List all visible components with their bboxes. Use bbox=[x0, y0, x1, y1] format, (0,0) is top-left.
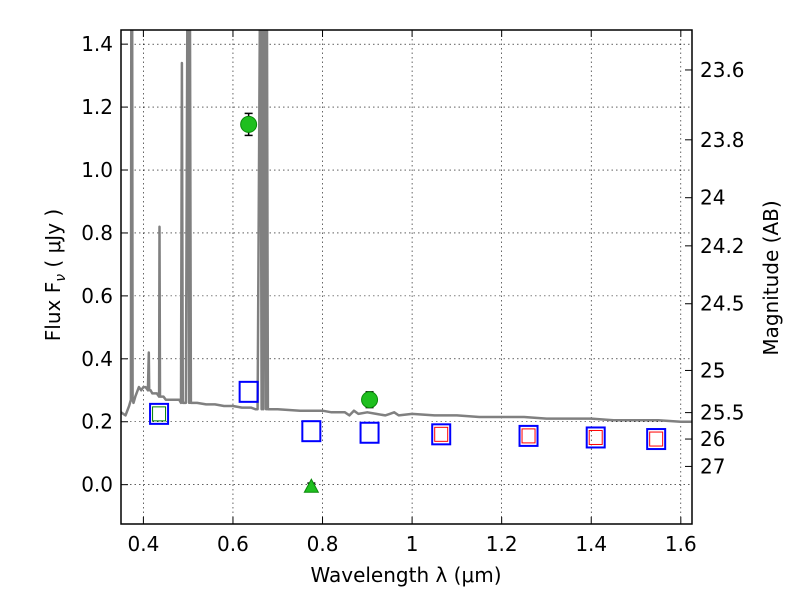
x-axis-label: Wavelength λ (μm) bbox=[310, 563, 501, 587]
y2-tick-label: 27 bbox=[700, 454, 725, 478]
model-point-outer bbox=[359, 421, 380, 444]
x-tick-label: 0.8 bbox=[307, 532, 339, 556]
y-tick-label: 1.0 bbox=[81, 158, 113, 182]
y2-tick-label: 24.5 bbox=[700, 292, 745, 316]
y2-tick-label: 23.8 bbox=[700, 128, 745, 152]
y-tick-label: 0.6 bbox=[81, 284, 113, 308]
y2-tick-label: 25.5 bbox=[700, 401, 745, 425]
y-tick-label: 0.8 bbox=[81, 221, 113, 245]
y-axis-label: Flux Fν ( μJy ) bbox=[41, 209, 69, 341]
ticks: 0.4 0.6 0.8 1 1.2 1.4 1.6 0.0 0.2 0.4 0.6 0.8 1.0 1.2… bbox=[81, 30, 745, 556]
x-tick-label: 1.6 bbox=[665, 532, 697, 556]
model-point-inner bbox=[521, 428, 536, 444]
model-point-outer bbox=[646, 428, 667, 451]
grid bbox=[121, 30, 692, 524]
plot-frame bbox=[120, 29, 693, 525]
model-point-inner bbox=[588, 429, 603, 445]
y-tick-label: 0.2 bbox=[81, 410, 113, 434]
x-tick-label: 0.4 bbox=[127, 532, 159, 556]
y-axis-label-units: ( μJy ) bbox=[41, 209, 65, 274]
model-point-outer bbox=[301, 420, 322, 443]
model-point-inner bbox=[649, 431, 664, 447]
observed-point bbox=[361, 391, 379, 409]
data-layer bbox=[121, 30, 692, 493]
x-tick-label: 1.2 bbox=[486, 532, 518, 556]
spectrum-line bbox=[121, 30, 692, 423]
y2-tick-label: 25 bbox=[700, 358, 725, 382]
y-tick-label: 0.0 bbox=[81, 473, 113, 497]
model-point-inner bbox=[434, 426, 449, 442]
y-axis-label-main: Flux F bbox=[41, 282, 65, 341]
upper-limit-point bbox=[303, 478, 320, 493]
observed-point bbox=[240, 115, 258, 133]
y2-tick-label: 26 bbox=[700, 427, 725, 451]
y-tick-label: 1.4 bbox=[81, 32, 113, 56]
series-group bbox=[121, 30, 692, 493]
y2-tick-label: 24.2 bbox=[700, 234, 745, 258]
model-point-outer bbox=[238, 380, 259, 403]
x-tick-label: 1.4 bbox=[575, 532, 607, 556]
model-point-outer bbox=[518, 424, 539, 447]
model-point-outer bbox=[431, 423, 452, 446]
x-tick-label: 1 bbox=[406, 532, 419, 556]
y2-tick-label: 24 bbox=[700, 186, 725, 210]
model-point-outer bbox=[149, 402, 170, 425]
y-tick-label: 1.2 bbox=[81, 95, 113, 119]
model-point-inner bbox=[152, 406, 167, 422]
model-point-outer bbox=[585, 426, 606, 449]
y2-tick-label: 23.6 bbox=[700, 58, 745, 82]
y-tick-label: 0.4 bbox=[81, 347, 113, 371]
y-axis-label-subscript: ν bbox=[53, 274, 69, 282]
x-tick-label: 0.6 bbox=[217, 532, 249, 556]
y2-axis-label: Magnitude (AB) bbox=[759, 200, 783, 355]
